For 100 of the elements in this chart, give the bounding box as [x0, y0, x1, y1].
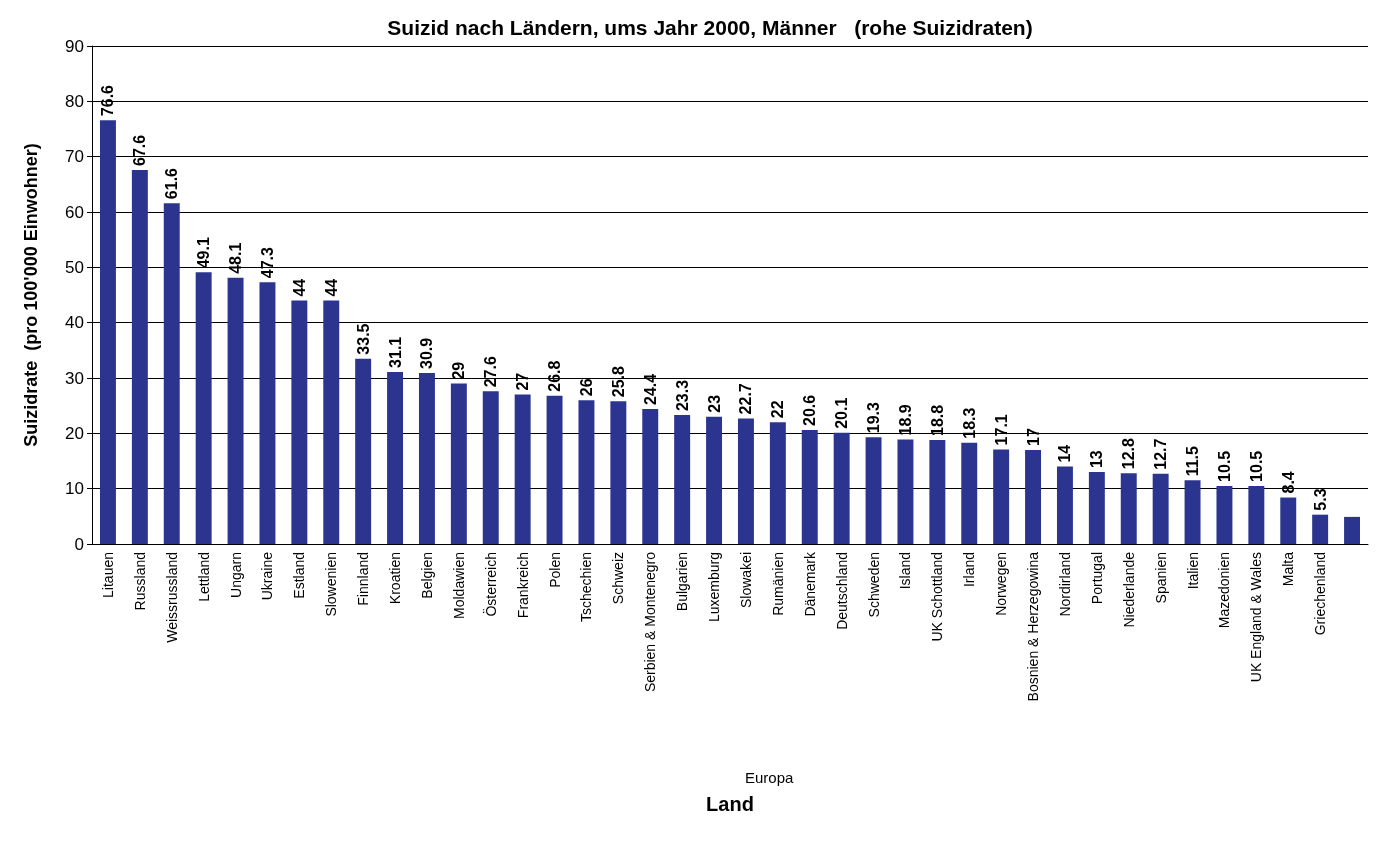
bar	[1280, 497, 1297, 544]
bar	[1056, 466, 1073, 544]
data-label: 29	[450, 361, 468, 380]
y-tick-label: 10	[65, 479, 84, 499]
bar	[865, 437, 882, 544]
bar	[801, 430, 818, 544]
x-tick-label: Schweden	[865, 552, 882, 618]
text: Europa	[745, 769, 795, 786]
x-tick-label: Irland	[961, 552, 978, 588]
data-label: 10.5	[1215, 450, 1233, 482]
bar	[1344, 516, 1361, 544]
bar	[131, 169, 148, 544]
bar	[578, 400, 595, 544]
x-tick-label: Bosnien & Herzegowina	[1025, 551, 1042, 702]
y-tick-label: 20	[65, 423, 84, 443]
data-label: 25.8	[609, 366, 627, 398]
data-label: 12.7	[1152, 438, 1170, 470]
x-tick-label: Deutschland	[833, 552, 850, 630]
x-tick-label: Rumänien	[769, 552, 786, 616]
bar	[1312, 514, 1329, 544]
data-label: 67.6	[131, 134, 149, 166]
data-label: 24.4	[641, 373, 659, 405]
bar	[1152, 473, 1169, 544]
y-tick-label: 70	[65, 147, 84, 167]
data-label: 61.6	[163, 167, 181, 200]
data-label: 22.7	[737, 383, 755, 415]
x-tick-label: Niederlande	[1120, 551, 1137, 628]
data-label: 20.6	[801, 394, 819, 427]
x-tick-label: Belgien	[418, 552, 435, 599]
data-label: 11.5	[1184, 446, 1202, 477]
x-tick-label: Kroatien	[387, 552, 404, 605]
x-tick-label: Finnland	[355, 552, 372, 606]
x-tick-label: Slowenien	[323, 552, 340, 617]
data-label: 49.1	[195, 237, 213, 269]
x-tick-label: Malta	[1280, 551, 1297, 587]
chart-title: Suizid nach Ländern, ums Jahr 2000, Männer (rohe Suizidraten)	[387, 16, 1033, 39]
x-tick-label: Österreich	[481, 552, 499, 617]
y-tick-label: 50	[65, 257, 84, 277]
data-label: 17.1	[992, 414, 1010, 446]
bar	[993, 449, 1010, 544]
x-tick-label: Litauen	[99, 552, 116, 598]
x-tick-label: Tschechien	[578, 552, 595, 623]
data-label: 18.9	[896, 404, 914, 436]
data-label: 33.5	[354, 323, 372, 355]
y-tick-label: 90	[65, 36, 84, 56]
bar	[674, 415, 691, 544]
data-label: 27.6	[482, 356, 500, 388]
bar	[706, 416, 723, 544]
bar	[1025, 449, 1042, 544]
bar	[227, 277, 244, 544]
data-label: 47.3	[258, 247, 276, 279]
bar	[737, 418, 754, 544]
x-tick-label: Norwegen	[993, 552, 1010, 616]
bar	[99, 120, 116, 544]
x-tick-label: Luxemburg	[706, 552, 723, 623]
bar	[1216, 485, 1233, 544]
bar	[482, 391, 499, 544]
bar	[259, 282, 276, 544]
data-label: 13	[1088, 450, 1106, 469]
data-label: 23.3	[673, 379, 691, 412]
x-tick-label: Ukraine	[259, 551, 276, 601]
x-tick-label: Russland	[131, 552, 148, 611]
x-tick-label: Nordirland	[1056, 552, 1073, 617]
bar	[514, 394, 531, 544]
y-tick-label: 60	[65, 202, 84, 222]
x-tick-label: Moldawien	[450, 552, 467, 619]
bar	[769, 422, 786, 544]
data-label: 31.1	[386, 336, 404, 368]
x-tick-label: UK England & Wales	[1248, 552, 1265, 683]
bar	[1120, 473, 1137, 544]
bar	[1088, 472, 1105, 544]
x-tick-label: Serbien & Montenegro	[642, 551, 659, 693]
bar	[610, 401, 627, 544]
data-label: 44	[290, 278, 308, 297]
data-label: 19.3	[865, 401, 883, 434]
x-tick-label: Portugal	[1088, 552, 1105, 605]
bar	[355, 358, 372, 544]
bar	[897, 439, 914, 544]
data-label: 26	[577, 378, 595, 397]
bar	[1248, 485, 1265, 544]
y-tick-label: 40	[65, 313, 84, 333]
data-label: 26.8	[546, 360, 564, 392]
data-label: 20.1	[833, 397, 851, 429]
bar	[291, 300, 308, 544]
bar	[833, 432, 850, 544]
x-tick-label: Frankreich	[514, 552, 531, 619]
x-tick-label: Slowakei	[737, 552, 754, 609]
bar	[387, 371, 404, 544]
bar	[929, 439, 946, 544]
bar	[163, 203, 180, 544]
data-label: 23	[705, 394, 723, 413]
bar	[1184, 480, 1201, 544]
data-label: 14	[1056, 444, 1074, 463]
bar	[195, 272, 212, 544]
x-tick-label: Bulgarien	[674, 552, 691, 612]
x-tick-label: Lettland	[195, 552, 212, 602]
x-tick-label: Italien	[1184, 552, 1201, 590]
data-label: 30.9	[418, 337, 436, 370]
data-label: 12.8	[1120, 437, 1138, 470]
x-tick-label: Schweiz	[610, 552, 627, 605]
